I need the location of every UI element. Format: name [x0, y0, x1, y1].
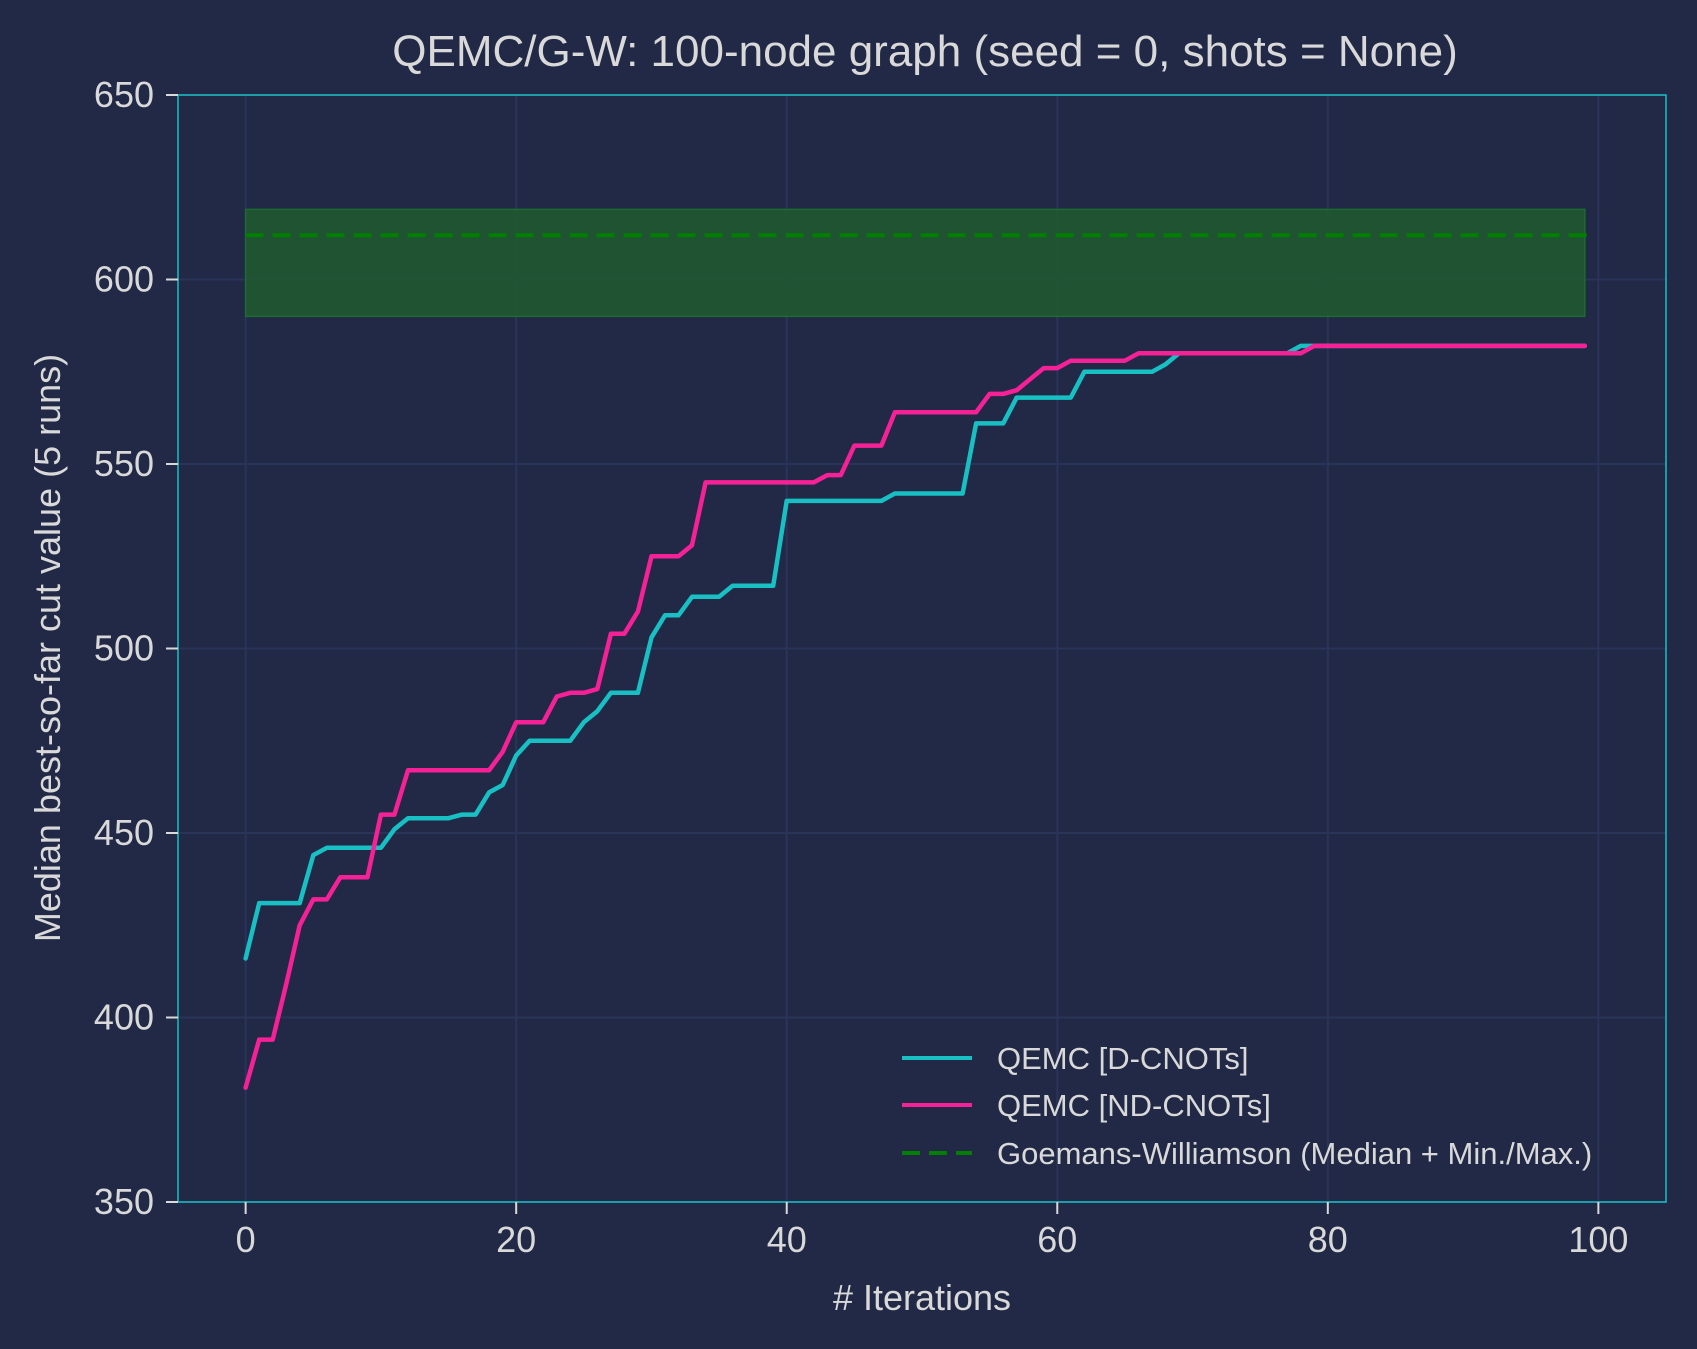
gw-band	[244, 208, 1586, 318]
x-tick-label-80: 80	[1308, 1219, 1348, 1260]
y-tick-label-450: 450	[94, 812, 154, 853]
x-axis: 0 20 40 60 80 100	[236, 1202, 1628, 1260]
y-tick-label-500: 500	[94, 628, 154, 669]
y-tick-label-600: 600	[94, 259, 154, 300]
x-tick-label-0: 0	[236, 1219, 256, 1260]
y-tick-label-550: 550	[94, 443, 154, 484]
legend-label-gw: Goemans-Williamson (Median + Min./Max.)	[997, 1136, 1592, 1171]
x-tick-label-40: 40	[767, 1219, 807, 1260]
x-tick-label-100: 100	[1568, 1219, 1628, 1260]
series-group	[243, 233, 1593, 1090]
x-tick-label-20: 20	[496, 1219, 536, 1260]
y-tick-label-350: 350	[94, 1181, 154, 1222]
x-axis-label: # Iterations	[833, 1277, 1011, 1318]
y-tick-label-400: 400	[94, 997, 154, 1038]
y-axis: 350 400 450 500 550 600 650	[94, 74, 178, 1222]
legend-label-nd-cnots: QEMC [ND-CNOTs]	[997, 1088, 1271, 1123]
chart-title: QEMC/G-W: 100-node graph (seed = 0, shot…	[392, 27, 1458, 76]
legend-label-d-cnots: QEMC [D-CNOTs]	[997, 1041, 1248, 1076]
gw-min-max-band	[244, 208, 1586, 318]
y-tick-label-650: 650	[94, 74, 154, 115]
x-tick-label-60: 60	[1037, 1219, 1077, 1260]
series-line-nd-cnots	[243, 343, 1588, 1090]
y-axis-label: Median best-so-far cut value (5 runs)	[27, 354, 68, 942]
series-line-d-cnots	[243, 343, 1588, 961]
legend: QEMC [D-CNOTs] QEMC [ND-CNOTs] Goemans-W…	[902, 1041, 1592, 1171]
